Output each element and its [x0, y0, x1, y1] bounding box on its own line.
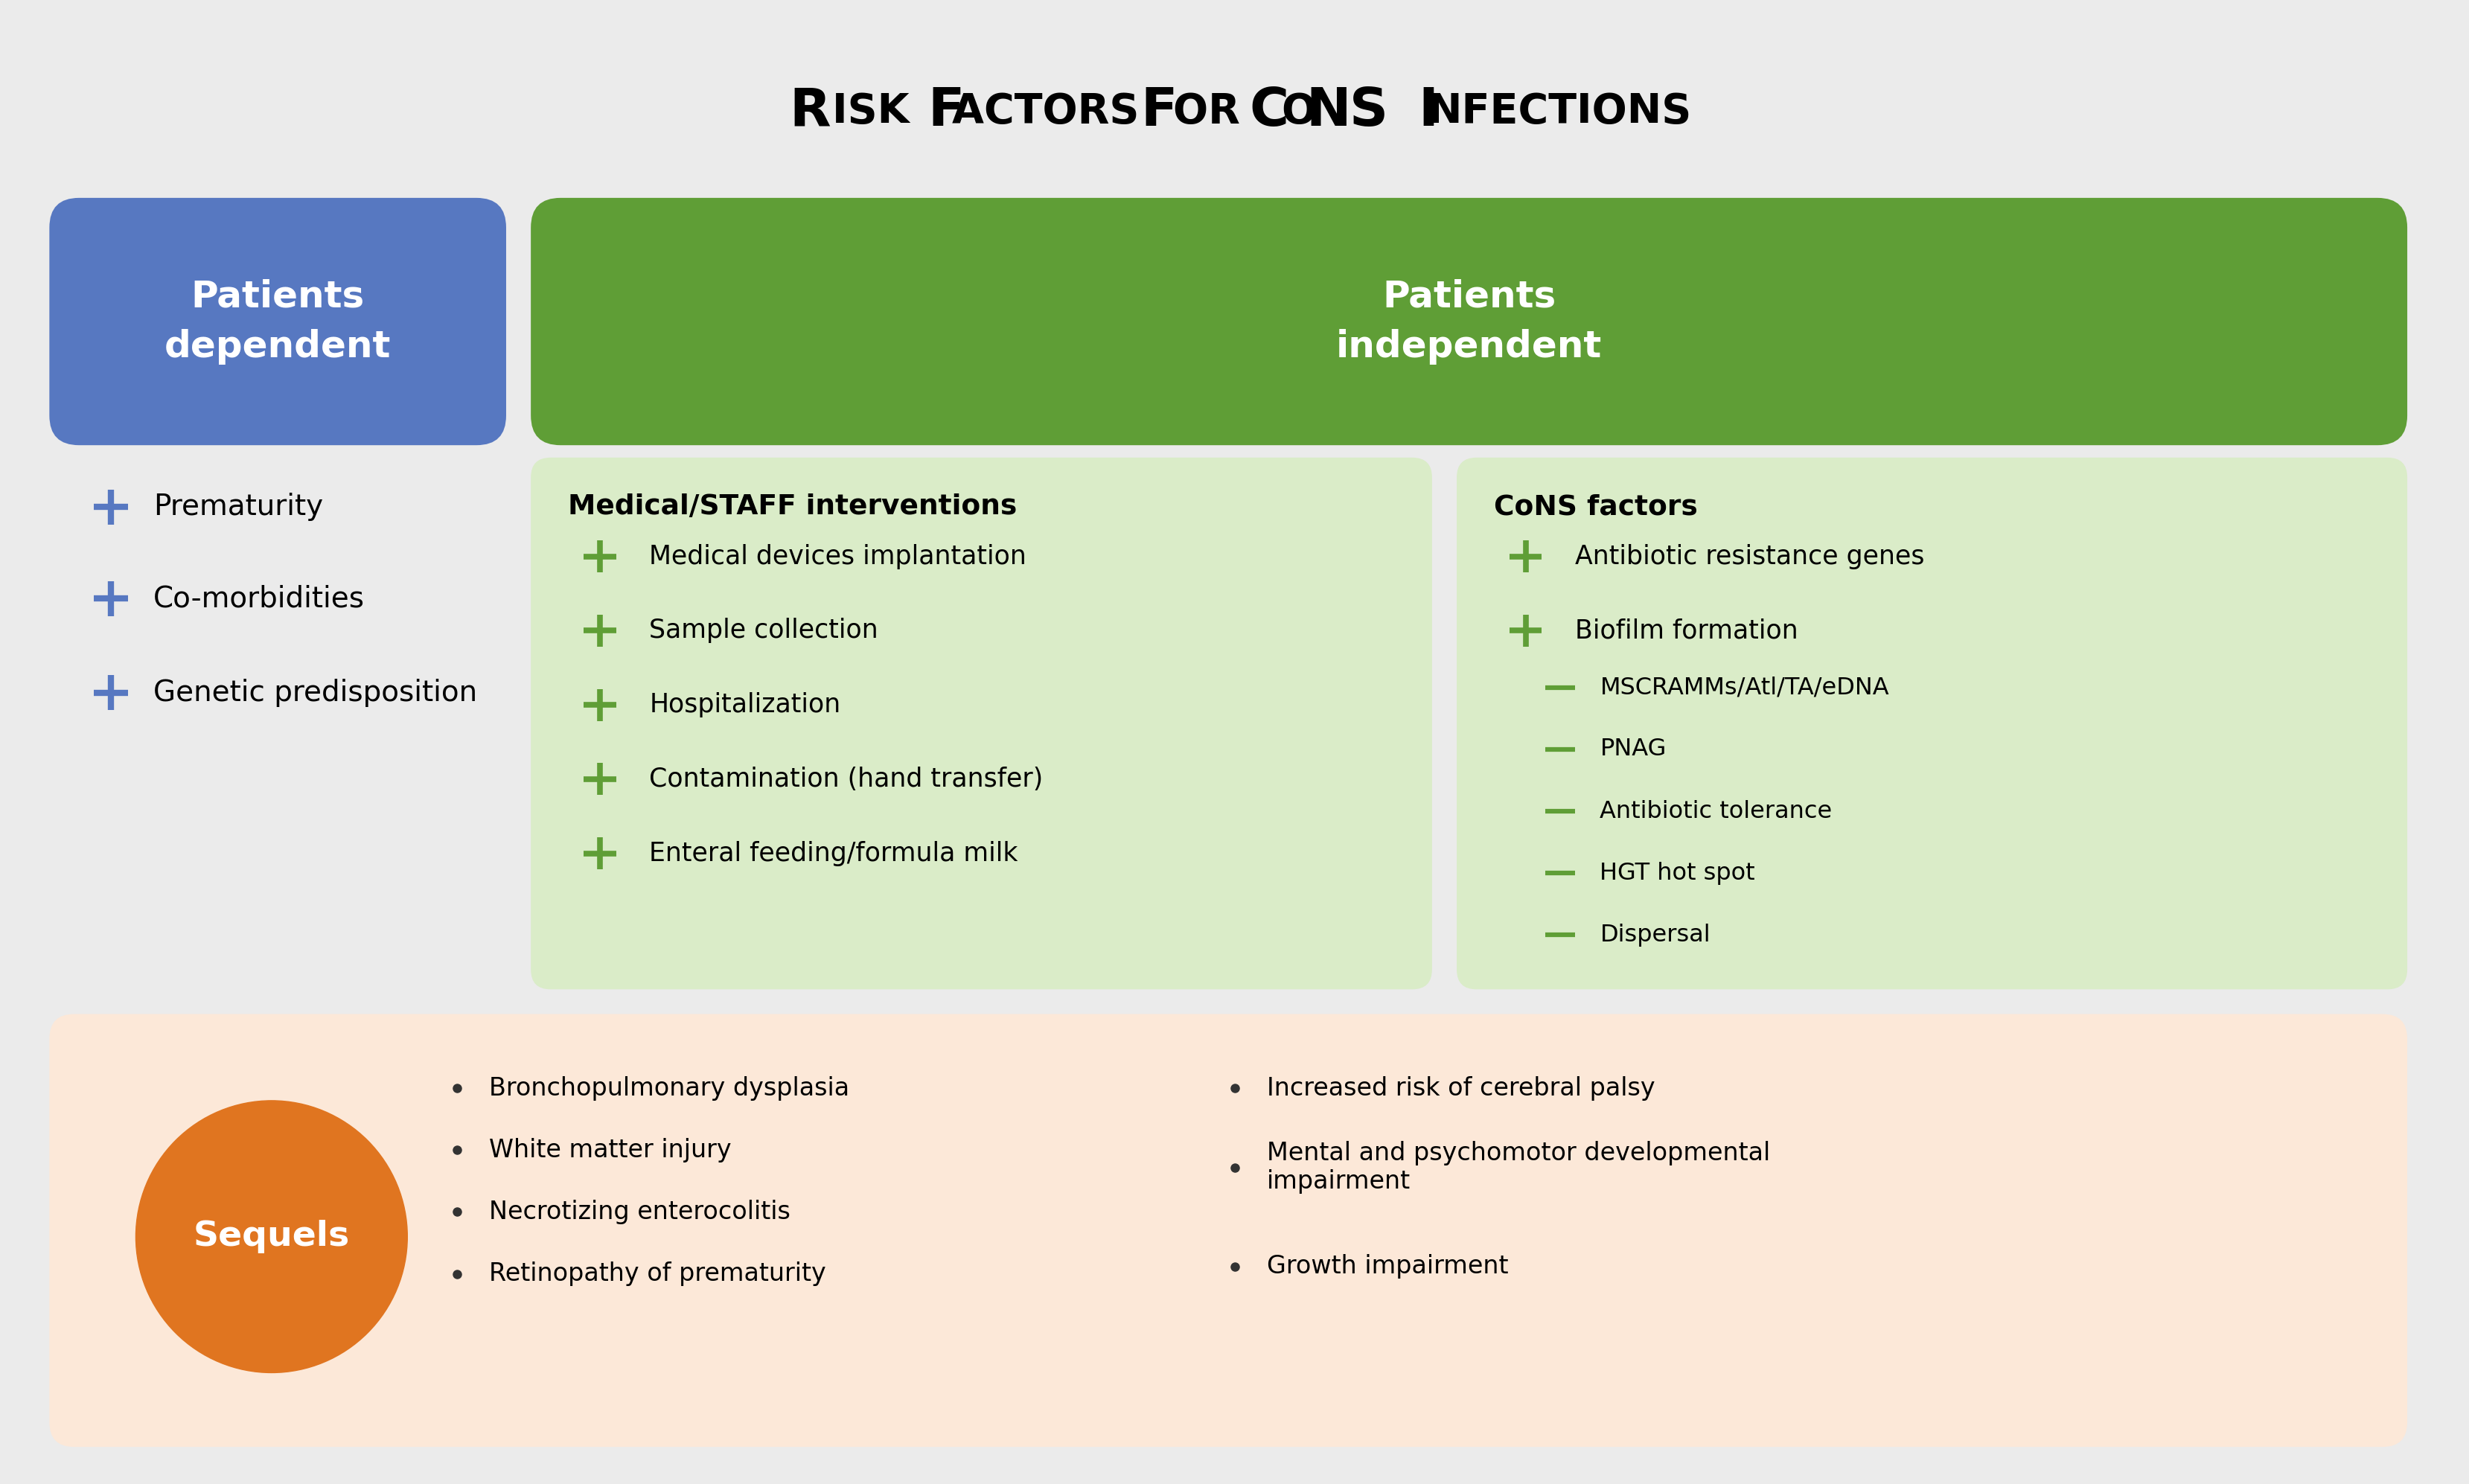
Text: Growth impairment: Growth impairment	[1267, 1254, 1509, 1279]
Text: C: C	[1249, 86, 1289, 137]
Text: Necrotizing enterocolitis: Necrotizing enterocolitis	[489, 1199, 790, 1224]
Text: White matter injury: White matter injury	[489, 1138, 731, 1162]
Text: Sequels: Sequels	[193, 1220, 351, 1254]
Text: Enteral feeding/formula milk: Enteral feeding/formula milk	[649, 840, 1017, 867]
Text: I: I	[1417, 86, 1437, 137]
FancyBboxPatch shape	[49, 197, 506, 445]
Text: Co-morbidities: Co-morbidities	[153, 585, 365, 613]
Text: F: F	[1141, 86, 1178, 137]
Text: Prematurity: Prematurity	[153, 493, 323, 521]
Text: Biofilm formation: Biofilm formation	[1575, 617, 1797, 644]
Text: Patients
independent: Patients independent	[1336, 279, 1602, 365]
Text: NFECTIONS: NFECTIONS	[1427, 91, 1691, 132]
Text: Dispersal: Dispersal	[1600, 923, 1711, 947]
Text: Genetic predisposition: Genetic predisposition	[153, 678, 477, 706]
Text: Sample collection: Sample collection	[649, 617, 879, 644]
Text: Retinopathy of prematurity: Retinopathy of prematurity	[489, 1261, 825, 1287]
Text: N: N	[1306, 86, 1351, 137]
Text: Bronchopulmonary dysplasia: Bronchopulmonary dysplasia	[489, 1076, 849, 1101]
Text: ACTORS: ACTORS	[951, 91, 1153, 132]
FancyBboxPatch shape	[49, 1014, 2407, 1447]
Text: O: O	[1281, 91, 1316, 132]
Text: Antibiotic tolerance: Antibiotic tolerance	[1600, 800, 1832, 822]
FancyBboxPatch shape	[1457, 457, 2407, 990]
FancyBboxPatch shape	[531, 197, 2407, 445]
Text: F: F	[928, 86, 965, 137]
Text: Increased risk of cerebral palsy: Increased risk of cerebral palsy	[1267, 1076, 1654, 1101]
Text: OR: OR	[1173, 91, 1254, 132]
Text: ISK: ISK	[832, 91, 923, 132]
Text: R: R	[790, 86, 832, 137]
Text: HGT hot spot: HGT hot spot	[1600, 862, 1755, 884]
Circle shape	[136, 1101, 407, 1373]
Text: PNAG: PNAG	[1600, 738, 1667, 761]
Text: MSCRAMMs/Atl/TA/eDNA: MSCRAMMs/Atl/TA/eDNA	[1600, 677, 1889, 699]
Text: Hospitalization: Hospitalization	[649, 692, 842, 718]
Text: Mental and psychomotor developmental
impairment: Mental and psychomotor developmental imp…	[1267, 1141, 1770, 1195]
Text: Medical devices implantation: Medical devices implantation	[649, 543, 1027, 570]
Text: Patients
dependent: Patients dependent	[165, 279, 390, 365]
Text: Contamination (hand transfer): Contamination (hand transfer)	[649, 766, 1044, 792]
Text: CoNS factors: CoNS factors	[1494, 494, 1699, 521]
FancyBboxPatch shape	[531, 457, 1432, 990]
Text: Medical/STAFF interventions: Medical/STAFF interventions	[568, 494, 1017, 521]
Text: Antibiotic resistance genes: Antibiotic resistance genes	[1575, 543, 1926, 570]
Text: S: S	[1351, 86, 1407, 137]
